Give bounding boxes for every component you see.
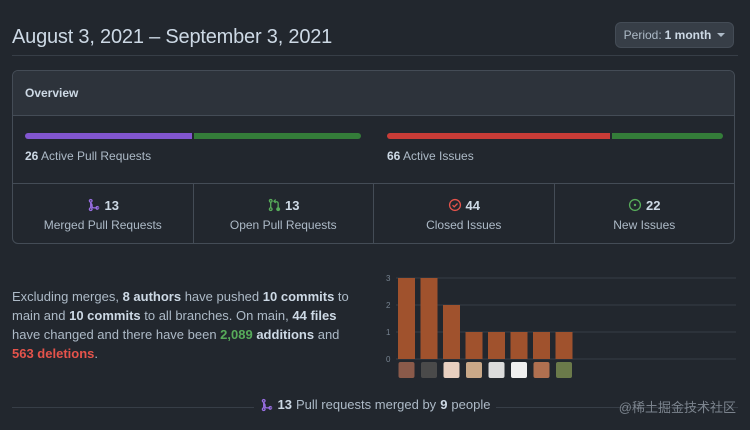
merged-label: Merged Pull Requests	[43, 217, 162, 232]
deletions-count: 563 deletions	[12, 346, 95, 361]
open-label: Open Pull Requests	[229, 217, 337, 232]
date-range-title: August 3, 2021 – September 3, 2021	[12, 26, 333, 48]
y-tick-label: 2	[386, 301, 391, 310]
contributor-bar[interactable]	[420, 278, 438, 359]
pull-requests-progress-bar[interactable]	[25, 133, 361, 139]
active-pull-requests-text: Active Pull Requests	[41, 149, 152, 163]
contributor-bar[interactable]	[510, 332, 528, 359]
merge-icon	[260, 398, 274, 412]
contributor-bar[interactable]	[533, 332, 550, 359]
contributor-avatar[interactable]	[556, 362, 572, 378]
contributor-bar[interactable]	[398, 278, 415, 359]
stat-open-pull-requests[interactable]: 13 Open Pull Requests	[194, 184, 374, 243]
active-issues-text: Active Issues	[403, 149, 474, 163]
y-tick-label: 3	[386, 274, 391, 283]
footer-people-count: 9	[440, 397, 448, 412]
active-issues-label[interactable]: 66 Active Issues	[387, 149, 474, 163]
period-value: 1 month	[664, 28, 712, 42]
merged-segment	[25, 133, 192, 139]
contributor-bar[interactable]	[443, 305, 460, 359]
contributor-bar[interactable]	[465, 332, 483, 359]
issues-progress-bar[interactable]	[387, 133, 723, 139]
footer-text-2: people	[451, 397, 491, 412]
contributor-avatar[interactable]	[443, 362, 460, 378]
commit-summary: Excluding merges, 8 authors have pushed …	[12, 289, 349, 361]
contributor-avatar[interactable]	[421, 362, 437, 378]
closed-label: Closed Issues	[426, 217, 502, 232]
contributor-bar[interactable]	[488, 332, 505, 359]
contributor-avatar[interactable]	[398, 362, 415, 378]
files-link[interactable]: 44 files	[292, 308, 337, 323]
additions-word: additions	[252, 327, 315, 342]
additions-count: 2,089	[220, 327, 253, 342]
active-pull-requests-label[interactable]: 26 Active Pull Requests	[25, 149, 151, 163]
contributors-bar-chart: 0 1 2 3	[386, 274, 736, 378]
issue-closed-icon	[448, 198, 462, 212]
overview-panel: Overview 26 Active Pull Requests 66 Acti…	[12, 70, 735, 244]
closed-count: 44	[465, 197, 480, 213]
period-selector-button[interactable]: Period: 1 month	[615, 22, 734, 48]
watermark: @稀土掘金技术社区	[618, 400, 736, 415]
overview-title: Overview	[13, 71, 734, 116]
pull-request-icon	[267, 198, 281, 212]
stat-merged-pull-requests[interactable]: 13 Merged Pull Requests	[13, 184, 194, 243]
issue-opened-icon	[628, 198, 642, 212]
closed-segment	[387, 133, 610, 139]
new-segment	[611, 133, 723, 139]
chevron-down-icon	[717, 33, 726, 37]
divider	[12, 55, 738, 56]
overview-bars: 26 Active Pull Requests 66 Active Issues	[13, 116, 734, 183]
contributor-avatar[interactable]	[488, 362, 505, 378]
header: August 3, 2021 – September 3, 2021 Perio…	[12, 22, 734, 52]
period-prefix: Period:	[623, 28, 662, 42]
contributor-avatar[interactable]	[466, 362, 482, 378]
merged-count: 13	[104, 197, 119, 213]
authors-link[interactable]: 8 authors	[122, 289, 182, 304]
new-label: New Issues	[613, 217, 676, 232]
footer-text-1: Pull requests merged by	[296, 397, 437, 412]
y-tick-label: 0	[386, 355, 391, 364]
contributor-avatar[interactable]	[511, 362, 527, 378]
stat-closed-issues[interactable]: 44 Closed Issues	[374, 184, 555, 243]
open-segment	[194, 133, 361, 139]
overview-stats: 13 Merged Pull Requests 13 Open Pull Req…	[13, 183, 735, 243]
open-count: 13	[285, 197, 300, 213]
active-pull-requests-count: 26	[25, 149, 39, 163]
commits-all-link[interactable]: 10 commits	[69, 308, 141, 323]
y-tick-label: 1	[386, 328, 391, 337]
merged-pull-requests-footer: 13 Pull requests merged by 9 people	[0, 397, 750, 412]
active-issues-count: 66	[387, 149, 401, 163]
merge-icon	[87, 198, 101, 212]
contributor-bar[interactable]	[555, 332, 573, 359]
commits-main-link[interactable]: 10 commits	[262, 289, 335, 304]
contributor-avatar[interactable]	[533, 362, 550, 378]
new-count: 22	[646, 197, 661, 213]
stat-new-issues[interactable]: 22 New Issues	[555, 184, 735, 243]
footer-pr-count: 13	[277, 397, 292, 412]
